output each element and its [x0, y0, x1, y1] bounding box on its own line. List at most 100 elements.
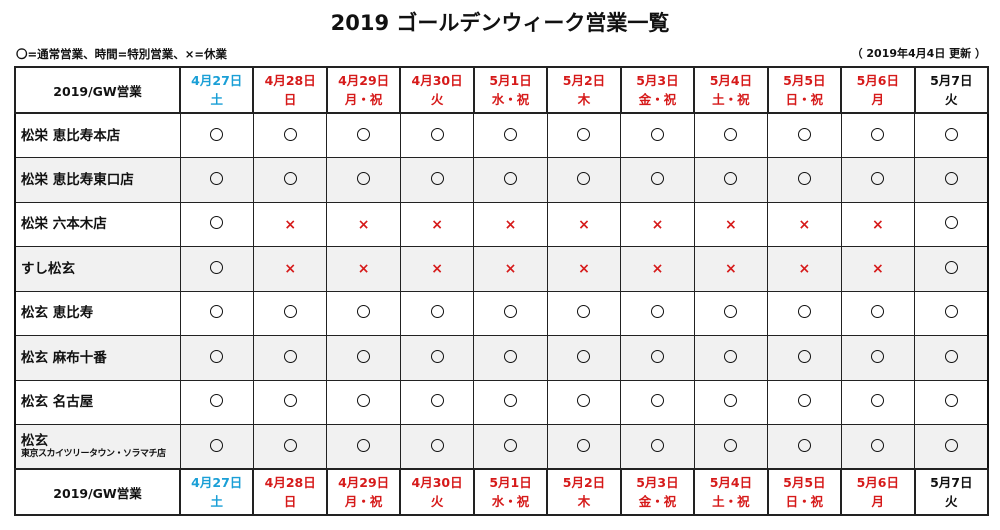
weekday-label: 月: [871, 494, 885, 509]
open-circle-icon: [430, 305, 444, 319]
open-circle-icon: [871, 127, 885, 141]
status-cell: [252, 290, 328, 336]
date-label: 4月27日: [191, 475, 243, 490]
closed-mark: ×: [798, 261, 811, 278]
status-cell: [693, 379, 769, 425]
status-cell: ×: [693, 246, 769, 292]
closed-mark: ×: [357, 261, 370, 278]
store-name-cell: 松玄 麻布十番: [14, 335, 181, 381]
status-cell: [620, 290, 695, 336]
closed-mark: ×: [651, 261, 664, 278]
status-cell: ×: [620, 201, 695, 247]
open-circle-icon: [944, 127, 958, 141]
open-circle-icon: [944, 438, 958, 452]
closed-mark: ×: [504, 216, 517, 233]
date-label: 5月1日: [489, 475, 532, 490]
weekday-label: 金・祝: [638, 494, 677, 509]
open-circle-icon: [504, 349, 518, 363]
open-circle-icon: [210, 438, 224, 452]
open-circle-icon: [283, 305, 297, 319]
open-circle-icon: [430, 127, 444, 141]
store-row: すし松玄 × × × × × × × × ×: [14, 246, 989, 292]
header-label: 2019/GW営業: [14, 66, 181, 114]
store-name-cell: 松玄 名古屋: [14, 379, 181, 425]
status-cell: [767, 335, 842, 381]
open-circle-icon: [724, 171, 738, 185]
status-cell: [473, 112, 548, 158]
status-cell: [767, 424, 842, 470]
date-header: 4月29日 月・祝: [325, 66, 402, 114]
status-cell: ×: [473, 201, 548, 247]
status-cell: [620, 112, 695, 158]
store-row: 松玄 麻布十番: [14, 335, 989, 381]
weekday-label: 日: [283, 92, 297, 107]
date-label: 5月4日: [709, 475, 753, 490]
store-name: 松玄 名古屋: [21, 394, 94, 411]
open-circle-icon: [650, 394, 664, 408]
open-circle-icon: [944, 394, 958, 408]
date-header: 4月28日日: [252, 468, 328, 516]
open-circle-icon: [210, 394, 224, 408]
store-name: 松玄: [21, 433, 48, 449]
open-circle-icon: [944, 349, 958, 363]
closed-mark: ×: [725, 216, 737, 233]
store-row: 松栄 恵比寿本店: [14, 112, 989, 158]
status-cell: [252, 335, 328, 381]
store-row: 松玄 名古屋: [14, 379, 989, 425]
status-cell: [473, 157, 548, 203]
open-circle-icon: [577, 438, 591, 452]
open-circle-icon: [504, 438, 518, 452]
date-label: 5月4日: [709, 73, 753, 88]
status-cell: ×: [326, 246, 401, 292]
closed-mark: ×: [578, 216, 590, 233]
open-circle-icon: [797, 127, 811, 141]
legend-text: 〇=通常営業、時間=特別営業、×=休業: [16, 47, 228, 61]
open-circle-icon: [797, 394, 811, 408]
open-circle-icon: [357, 171, 371, 185]
date-label: 5月6日: [856, 73, 899, 88]
store-name: 松玄 恵比寿: [21, 305, 94, 322]
schedule-table: 2019/GW営業 4月27日土 4月28日日 4月29日 月・祝 4月30日火 5月1日水…: [14, 66, 990, 516]
date-header: 5月1日水・祝: [472, 468, 549, 516]
store-row: 松栄 恵比寿東口店: [14, 157, 989, 203]
open-circle-icon: [724, 127, 738, 141]
status-cell: ×: [399, 201, 475, 247]
status-cell: [620, 424, 695, 470]
status-cell: [179, 201, 254, 247]
status-cell: [546, 379, 622, 425]
open-circle-icon: [283, 394, 297, 408]
weekday-label: 水・祝: [491, 494, 530, 509]
status-cell: [326, 290, 401, 336]
open-circle-icon: [430, 394, 444, 408]
weekday-label: 月: [871, 92, 885, 107]
open-circle-icon: [357, 127, 371, 141]
status-cell: [326, 335, 401, 381]
status-cell: [546, 424, 622, 470]
status-cell: ×: [767, 246, 842, 292]
open-circle-icon: [504, 127, 518, 141]
date-header: 4月30日火: [399, 468, 475, 516]
updated-date: （ 2019年4月4日 更新 ）: [851, 47, 986, 60]
open-circle-icon: [724, 438, 738, 452]
status-cell: ×: [693, 201, 769, 247]
date-label: 5月3日: [636, 73, 679, 88]
date-header: 5月4日 土・祝: [693, 66, 769, 114]
store-row: 松玄 東京スカイツリータウン・ソラマチ店: [14, 424, 989, 470]
status-cell: [473, 379, 548, 425]
open-circle-icon: [944, 216, 958, 230]
date-header: 5月2日木: [546, 66, 622, 114]
date-header: 5月7日火: [913, 468, 990, 516]
status-cell: [252, 157, 328, 203]
closed-mark: ×: [871, 216, 884, 233]
weekday-label: 火: [430, 92, 444, 107]
open-circle-icon: [430, 438, 444, 452]
open-circle-icon: [724, 349, 738, 363]
date-label: 5月2日: [562, 475, 606, 490]
status-cell: ×: [252, 246, 328, 292]
open-circle-icon: [650, 305, 664, 319]
open-circle-icon: [283, 127, 297, 141]
status-cell: [620, 157, 695, 203]
open-circle-icon: [797, 349, 811, 363]
date-label: 4月27日: [191, 73, 243, 88]
store-name-cell: 松栄 恵比寿本店: [14, 112, 181, 158]
